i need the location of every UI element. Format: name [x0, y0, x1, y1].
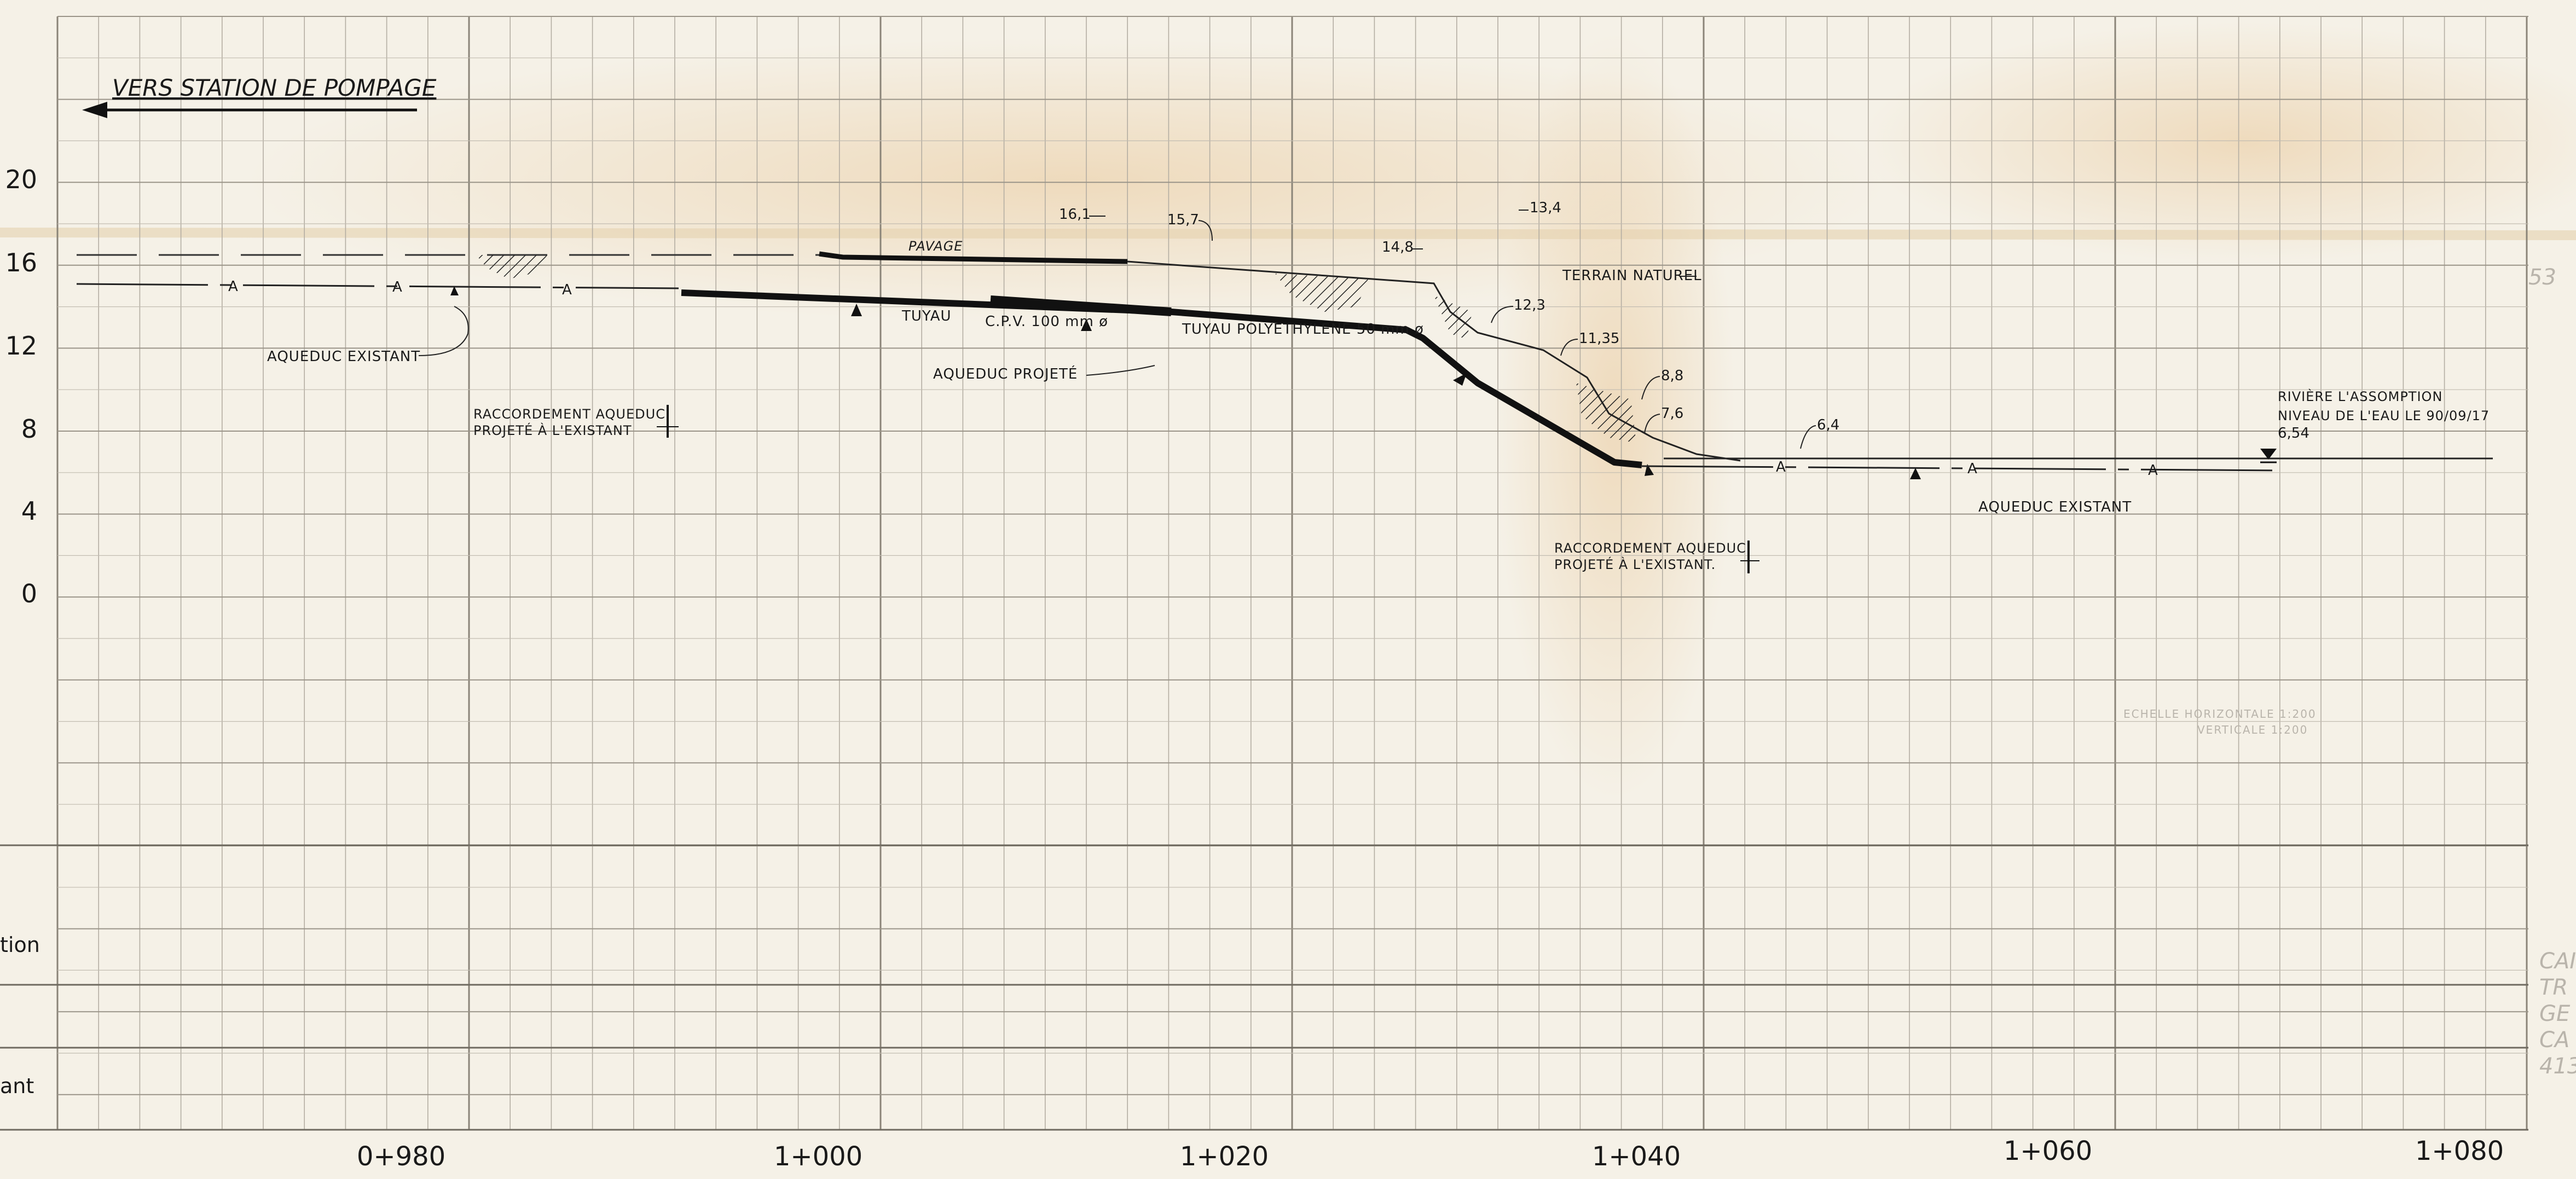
y-tick-label: 0	[21, 579, 37, 608]
terrain-naturel-label: TERRAIN NATUREL	[1562, 268, 1702, 284]
bend-mark	[1081, 319, 1092, 331]
raccord-right-label: PROJETÉ À L'EXISTANT.	[1554, 556, 1716, 572]
row-label: ant	[0, 1074, 34, 1098]
scale-label: ECHELLE HORIZONTALE 1:200	[2123, 707, 2317, 721]
marker-a: A	[1967, 461, 1978, 477]
stamp-line: GE	[2539, 1001, 2571, 1026]
callout-leader	[1560, 339, 1578, 356]
raccord-left-label: RACCORDEMENT AQUEDUC	[473, 406, 665, 422]
marker-a: A	[562, 282, 572, 298]
marker-a: A	[2148, 462, 2158, 479]
bend-mark	[450, 286, 459, 295]
aqueduc-projete-label: AQUEDUC PROJETÉ	[933, 365, 1078, 382]
station-label: 0+980	[357, 1141, 445, 1172]
station-label: 1+000	[774, 1141, 862, 1172]
elevation-label: 8,8	[1661, 368, 1683, 384]
elevation-callouts: 16,1 15,7 13,4 14,8 12,3 11,35 8,8 7,6 6…	[1059, 200, 2309, 449]
marker-a: A	[1776, 459, 1786, 475]
callout-leader	[1800, 425, 1816, 449]
margin-stamp: CAI TR GE CA 413	[2539, 949, 2576, 1079]
scale-label: VERTICALE 1:200	[2197, 723, 2308, 736]
natural-terrain-line	[1127, 260, 1741, 462]
pavage-label: PAVAGE	[908, 239, 963, 254]
cpv-pipe-segment	[990, 295, 1172, 316]
elevation-label: 14,8	[1382, 239, 1414, 255]
elevation-label: 13,4	[1530, 200, 1561, 216]
bend-mark	[1453, 373, 1467, 386]
y-tick-label: 12	[5, 331, 37, 361]
elevation-label: 6,4	[1817, 417, 1839, 433]
paper-stain	[246, 38, 1888, 323]
aqueduc-existant-left-label: AQUEDUC EXISTANT	[267, 349, 420, 365]
station-label: 1+040	[1592, 1141, 1681, 1172]
marker-a: A	[392, 279, 403, 295]
callout-leader	[1644, 414, 1660, 434]
direction-label: VERS STATION DE POMPAGE	[112, 74, 437, 101]
y-tick-label: 4	[21, 496, 37, 526]
riviere-label: RIVIÈRE L'ASSOMPTION	[2278, 388, 2442, 404]
elevation-label: 15,7	[1167, 212, 1199, 228]
station-label: 1+020	[1180, 1141, 1269, 1172]
grid	[0, 16, 2528, 1131]
arrow-head	[82, 102, 107, 118]
y-tick-label: 20	[5, 165, 37, 194]
paper-fold	[0, 228, 2576, 240]
existing-aqueduct-right	[1641, 465, 2283, 472]
annotations: TERRAIN NATUREL TUYAU C.P.V. 100 mm ø TU…	[267, 268, 2490, 736]
station-label: 1+080	[2415, 1136, 2504, 1166]
hatch-block	[1275, 274, 1368, 312]
raccord-left-label: PROJETÉ À L'EXISTANT	[473, 422, 632, 438]
callout-leader	[1641, 376, 1660, 400]
tuyau-label: TUYAU	[901, 308, 952, 324]
water-level-marker	[2260, 449, 2277, 460]
margin-number: 53	[2528, 265, 2556, 290]
existing-aqueduct-left	[76, 283, 679, 289]
riviere-label: NIVEAU DE L'EAU LE 90/09/17	[2278, 408, 2490, 423]
tuyau-poly-label: TUYAU POLYETHYLENE 50 mm ø	[1182, 321, 1424, 338]
hatch-block	[476, 255, 547, 279]
callout-leader	[1198, 220, 1213, 241]
stamp-line: TR	[2539, 975, 2568, 1000]
elevation-label: 6,54	[2278, 425, 2309, 442]
aqueduc-existant-right-label: AQUEDUC EXISTANT	[1978, 499, 2132, 515]
stamp-line: CAI	[2539, 949, 2576, 974]
cpv-label: C.P.V. 100 mm ø	[985, 313, 1108, 330]
bend-mark	[851, 304, 862, 316]
station-label: 1+060	[2004, 1136, 2092, 1166]
y-axis: 20 16 12 8 4 0	[5, 165, 37, 608]
elevation-label: 11,35	[1579, 330, 1619, 347]
marker-a: A	[228, 278, 239, 295]
pavement-line	[819, 251, 1128, 264]
raccord-right-label: RACCORDEMENT AQUEDUC	[1554, 541, 1746, 556]
x-axis: 0+980 1+000 1+020 1+040 1+060 1+080	[357, 1136, 2504, 1172]
row-label: tion	[0, 933, 40, 957]
elevation-label: 16,1	[1059, 206, 1091, 223]
paper-stain	[1861, 22, 2576, 263]
callout-leader	[1086, 365, 1155, 376]
hatch-block	[1576, 383, 1636, 443]
callout-leader	[418, 306, 469, 356]
elevation-label: 12,3	[1514, 297, 1545, 313]
y-tick-label: 16	[5, 248, 37, 277]
stamp-line: 413	[2539, 1054, 2576, 1079]
bend-mark	[1910, 468, 1921, 479]
stamp-line: CA	[2539, 1027, 2569, 1053]
callout-leader	[1491, 306, 1514, 323]
elevation-label: 7,6	[1661, 405, 1683, 422]
y-tick-label: 8	[21, 414, 37, 444]
hatch-block	[1434, 295, 1472, 339]
direction-arrow: VERS STATION DE POMPAGE	[82, 74, 437, 118]
